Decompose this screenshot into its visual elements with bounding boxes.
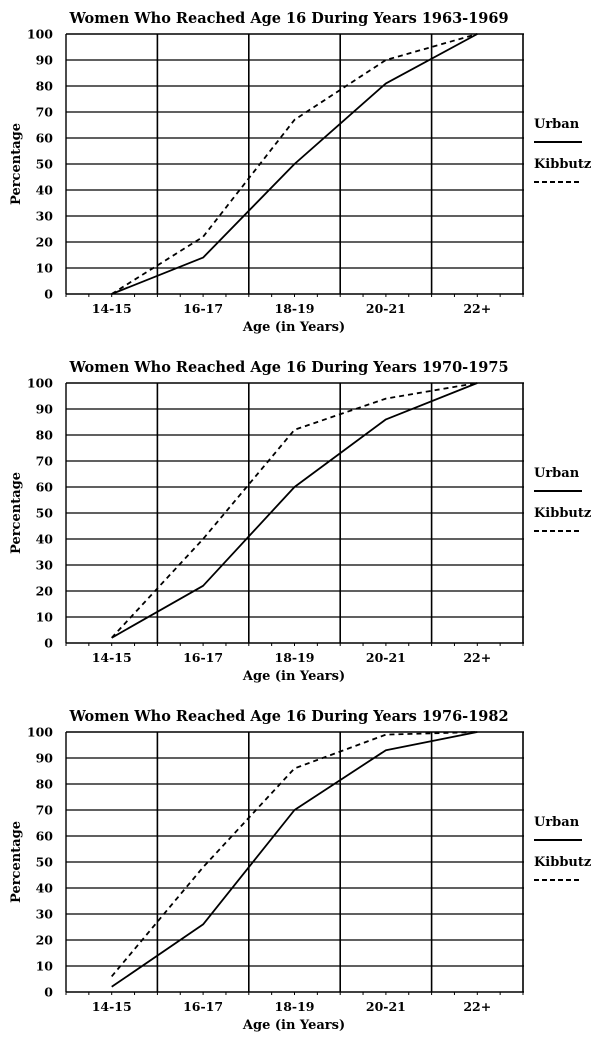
y-tick-label: 90 bbox=[36, 402, 54, 417]
chart-title: Women Who Reached Age 16 During Years 19… bbox=[68, 359, 508, 376]
y-tick-label: 50 bbox=[36, 157, 54, 172]
chart-title: Women Who Reached Age 16 During Years 19… bbox=[68, 10, 508, 27]
y-tick-label: 90 bbox=[36, 53, 54, 68]
chart-title: Women Who Reached Age 16 During Years 19… bbox=[68, 708, 508, 725]
y-tick-label: 50 bbox=[36, 506, 54, 521]
chart-svg: Women Who Reached Age 16 During Years 19… bbox=[9, 359, 591, 684]
y-tick-label: 0 bbox=[44, 636, 53, 651]
y-tick-label: 80 bbox=[36, 79, 54, 94]
x-tick-label: 20-21 bbox=[366, 650, 406, 665]
y-tick-label: 40 bbox=[36, 881, 54, 896]
x-tick-label: 22+ bbox=[463, 999, 491, 1014]
y-tick-label: 100 bbox=[27, 725, 53, 740]
y-tick-label: 80 bbox=[36, 428, 54, 443]
y-tick-label: 10 bbox=[36, 610, 54, 625]
x-axis-label: Age (in Years) bbox=[242, 669, 345, 684]
x-tick-label: 22+ bbox=[463, 301, 491, 316]
x-tick-label: 14-15 bbox=[92, 301, 132, 316]
x-tick-label: 18-19 bbox=[275, 650, 315, 665]
y-tick-label: 20 bbox=[36, 584, 54, 599]
x-tick-label: 22+ bbox=[463, 650, 491, 665]
y-tick-label: 60 bbox=[36, 480, 54, 495]
series-line-urban bbox=[111, 731, 478, 988]
x-tick-label: 20-21 bbox=[366, 301, 406, 316]
x-tick-label: 20-21 bbox=[366, 999, 406, 1014]
series-line-urban bbox=[111, 382, 478, 639]
y-tick-label: 10 bbox=[36, 959, 54, 974]
y-tick-label: 0 bbox=[44, 985, 53, 1000]
y-tick-label: 70 bbox=[36, 105, 54, 120]
series-line-kibbutz bbox=[111, 731, 478, 977]
y-tick-label: 100 bbox=[27, 376, 53, 391]
legend-label-urban: Urban bbox=[534, 815, 580, 830]
y-tick-label: 60 bbox=[36, 131, 54, 146]
x-tick-label: 16-17 bbox=[183, 301, 223, 316]
x-tick-label: 18-19 bbox=[275, 301, 315, 316]
y-tick-label: 40 bbox=[36, 183, 54, 198]
y-tick-label: 50 bbox=[36, 855, 54, 870]
series-line-kibbutz bbox=[111, 33, 478, 295]
y-tick-label: 30 bbox=[36, 558, 54, 573]
legend-label-urban: Urban bbox=[534, 466, 580, 481]
chart-svg: Women Who Reached Age 16 During Years 19… bbox=[9, 10, 591, 335]
y-tick-label: 20 bbox=[36, 235, 54, 250]
x-tick-label: 14-15 bbox=[92, 999, 132, 1014]
y-tick-label: 30 bbox=[36, 209, 54, 224]
x-tick-label: 18-19 bbox=[275, 999, 315, 1014]
y-axis-label: Percentage bbox=[9, 472, 24, 554]
series-line-urban bbox=[111, 33, 478, 295]
y-tick-label: 20 bbox=[36, 933, 54, 948]
legend-label-kibbutz: Kibbutz bbox=[534, 506, 591, 521]
y-tick-label: 10 bbox=[36, 261, 54, 276]
y-tick-label: 90 bbox=[36, 751, 54, 766]
y-tick-label: 70 bbox=[36, 803, 54, 818]
legend-label-urban: Urban bbox=[534, 117, 580, 132]
series-line-kibbutz bbox=[111, 382, 478, 639]
y-tick-label: 100 bbox=[27, 27, 53, 42]
y-tick-label: 30 bbox=[36, 907, 54, 922]
y-tick-label: 70 bbox=[36, 454, 54, 469]
x-tick-label: 16-17 bbox=[183, 650, 223, 665]
y-axis-label: Percentage bbox=[9, 821, 24, 903]
y-tick-label: 80 bbox=[36, 777, 54, 792]
chart-panel-3: Women Who Reached Age 16 During Years 19… bbox=[0, 698, 599, 1047]
legend-label-kibbutz: Kibbutz bbox=[534, 855, 591, 870]
x-tick-label: 14-15 bbox=[92, 650, 132, 665]
x-axis-label: Age (in Years) bbox=[242, 320, 345, 335]
y-tick-label: 40 bbox=[36, 532, 54, 547]
chart-panel-2: Women Who Reached Age 16 During Years 19… bbox=[0, 349, 599, 698]
chart-panel-1: Women Who Reached Age 16 During Years 19… bbox=[0, 0, 599, 349]
y-axis-label: Percentage bbox=[9, 123, 24, 205]
x-tick-label: 16-17 bbox=[183, 999, 223, 1014]
x-axis-label: Age (in Years) bbox=[242, 1018, 345, 1033]
legend-label-kibbutz: Kibbutz bbox=[534, 157, 591, 172]
y-tick-label: 60 bbox=[36, 829, 54, 844]
chart-svg: Women Who Reached Age 16 During Years 19… bbox=[9, 708, 591, 1033]
y-tick-label: 0 bbox=[44, 287, 53, 302]
